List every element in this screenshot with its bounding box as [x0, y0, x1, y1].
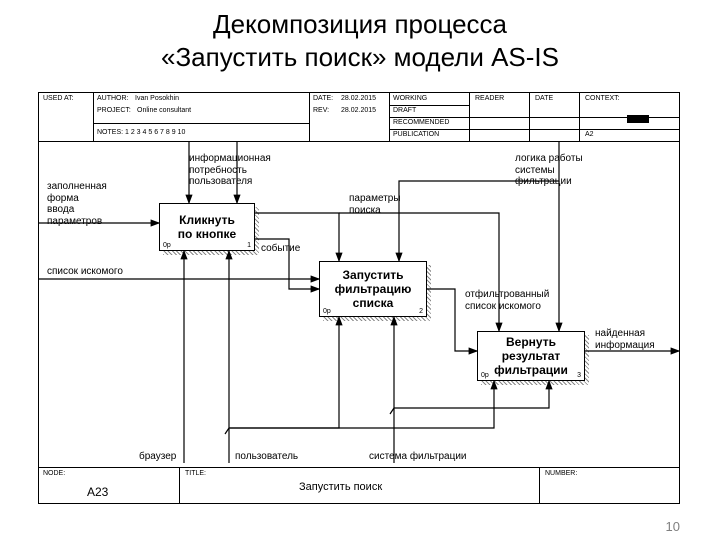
title-line-1: Декомпозиция процесса — [213, 9, 507, 39]
flow-params: параметры поиска — [349, 193, 401, 216]
title-line-2: «Запустить поиск» модели AS-IS — [161, 42, 559, 72]
page-number: 10 — [666, 519, 680, 534]
arrows-layer — [39, 93, 679, 503]
flow-logic: логика работы системы фильтрации — [515, 153, 583, 188]
idef0-frame: USED AT: AUTHOR: Ivan Posokhin PROJECT: … — [38, 92, 680, 504]
flow-filtered: отфильтрованный список искомого — [465, 289, 549, 312]
flow-found: найденная информация — [595, 328, 655, 351]
flow-browser: браузер — [139, 451, 176, 463]
flow-sys: система фильтрации — [369, 451, 467, 463]
flow-form: заполненная форма ввода параметров — [47, 181, 107, 227]
flow-list: список искомого — [47, 266, 123, 278]
flow-event: событие — [261, 243, 300, 255]
slide-title: Декомпозиция процесса «Запустить поиск» … — [0, 8, 720, 73]
flow-info-need: информационная потребность пользователя — [189, 153, 271, 188]
flow-user: пользователь — [235, 451, 298, 463]
